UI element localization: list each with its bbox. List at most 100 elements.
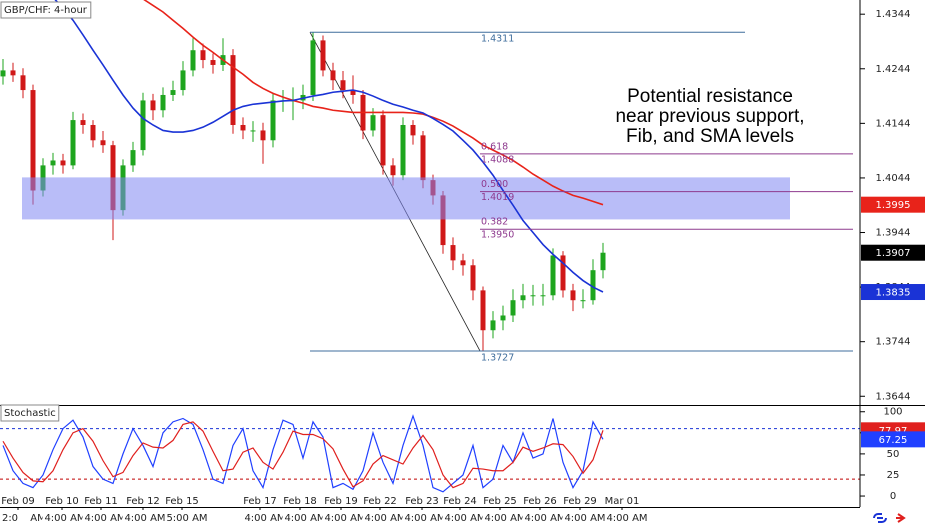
moving-average: [54, 0, 604, 293]
candle-body: [20, 75, 26, 91]
x-tick-label: Feb 26: [523, 496, 557, 507]
candle-body: [600, 252, 606, 271]
candle-body: [150, 100, 156, 111]
chart-title: GBP/CHF: 4-hour: [4, 5, 88, 16]
candle-body: [350, 90, 356, 95]
candle-body: [140, 100, 146, 151]
y-tick-label: 50: [887, 449, 900, 460]
y-tick-label: 1.3744: [876, 337, 911, 348]
y-tick-label: 100: [883, 407, 902, 418]
title-box: [0, 1, 92, 19]
x-tick-label: Feb 19: [324, 496, 358, 507]
x-tick-label: Feb 09: [1, 496, 35, 507]
time-label-box: [28, 511, 46, 524]
x-tick-label: Feb 29: [563, 496, 597, 507]
candle-body: [160, 94, 166, 111]
time-label-box: [442, 511, 486, 524]
time-label-box: [362, 511, 406, 524]
candle-body: [460, 260, 466, 266]
time-label: 4:00 AM: [444, 513, 485, 524]
resistance-zone: [22, 177, 790, 220]
time-label: 4:00 AM: [606, 513, 647, 524]
candle-body: [370, 115, 376, 131]
time-label: 4:00 AM: [284, 513, 325, 524]
title-box: [0, 404, 60, 422]
candle-body: [60, 160, 66, 166]
candle-body: [200, 50, 206, 61]
candle-body: [590, 270, 596, 301]
x-tick-label: Feb 15: [165, 496, 199, 507]
y-tick-label: 1.4144: [876, 118, 911, 129]
time-label-box: [562, 511, 606, 524]
annotation: Fib, and SMA levels: [626, 126, 794, 147]
time-label-box: [522, 511, 566, 524]
candle-body: [320, 40, 326, 71]
time-label: 4:00 AM: [244, 513, 285, 524]
candle-body: [170, 90, 176, 95]
y-tick-label: 1.3644: [876, 391, 911, 402]
arrow-icon[interactable]: [896, 513, 906, 523]
moving-average: [143, 0, 604, 206]
value-marker-box: [861, 284, 925, 301]
time-label-box: [482, 511, 526, 524]
value-marker-label: 77.97: [879, 426, 908, 437]
value-marker-box: [861, 244, 925, 261]
time-label-box: [242, 511, 286, 524]
time-label-box: [322, 511, 366, 524]
time-label: 4:00 AM: [404, 513, 445, 524]
stochastic-panel: [0, 414, 860, 493]
x-tick-label: Feb 12: [126, 496, 160, 507]
candle-body: [550, 255, 556, 296]
candle-body: [340, 80, 346, 91]
candle-body: [450, 245, 456, 261]
x-tick-label: Feb 10: [45, 496, 79, 507]
candle-body: [400, 124, 406, 176]
candle-body: [380, 115, 386, 166]
candle-body: [490, 320, 496, 331]
annotation: Potential resistance: [627, 86, 793, 107]
time-label: AM: [30, 513, 45, 524]
x-tick-label: Feb 18: [283, 496, 317, 507]
y-tick-label: 1.3944: [876, 228, 911, 239]
time-label: 4:00 AM: [44, 513, 85, 524]
candle-body: [50, 160, 56, 166]
stochastic-line: [2, 414, 604, 493]
stochastic-line: [2, 421, 604, 489]
fib-ratio-label: 0.618: [481, 141, 508, 152]
fib-price-label: 1.4088: [481, 154, 514, 165]
candle-body: [230, 55, 236, 125]
time-label-box: [402, 511, 446, 524]
candle-body: [210, 60, 216, 65]
candle-body: [100, 140, 106, 146]
fib-price-label: 1.3950: [481, 230, 514, 241]
candle-body: [310, 40, 316, 95]
y-tick-label: 1.4244: [876, 64, 911, 75]
time-label: 4:00 AM: [484, 513, 525, 524]
time-label-box: [82, 511, 126, 524]
link-icon[interactable]: [873, 513, 887, 523]
x-tick-label: Feb 17: [243, 496, 277, 507]
toolbar-icons[interactable]: [873, 513, 906, 523]
time-label-box: [0, 511, 19, 524]
x-tick-label: Feb 22: [363, 496, 397, 507]
value-marker-box: [861, 431, 925, 448]
candle-body: [440, 195, 446, 246]
candle-body: [70, 120, 76, 166]
value-marker-label: 1.3835: [876, 288, 911, 299]
candle-body: [10, 70, 16, 76]
y-tick-label: 25: [887, 470, 900, 481]
value-marker-box: [861, 196, 925, 213]
candle-body: [530, 295, 536, 297]
candle-body: [410, 124, 416, 136]
time-label: 2:0: [2, 513, 18, 524]
x-tick-label: Feb 11: [84, 496, 118, 507]
price-panel: 1.4311 1.3727 0.618 1.4088 0.500 1.4019 0.382 1…: [0, 0, 853, 363]
time-label: 4:00 AM: [84, 513, 125, 524]
candle-body: [330, 70, 336, 81]
time-label-box: [122, 511, 166, 524]
candle-body: [580, 300, 586, 302]
x-tick-label: Mar 01: [605, 496, 640, 507]
fib-swing-label: 1.3727: [481, 352, 514, 363]
